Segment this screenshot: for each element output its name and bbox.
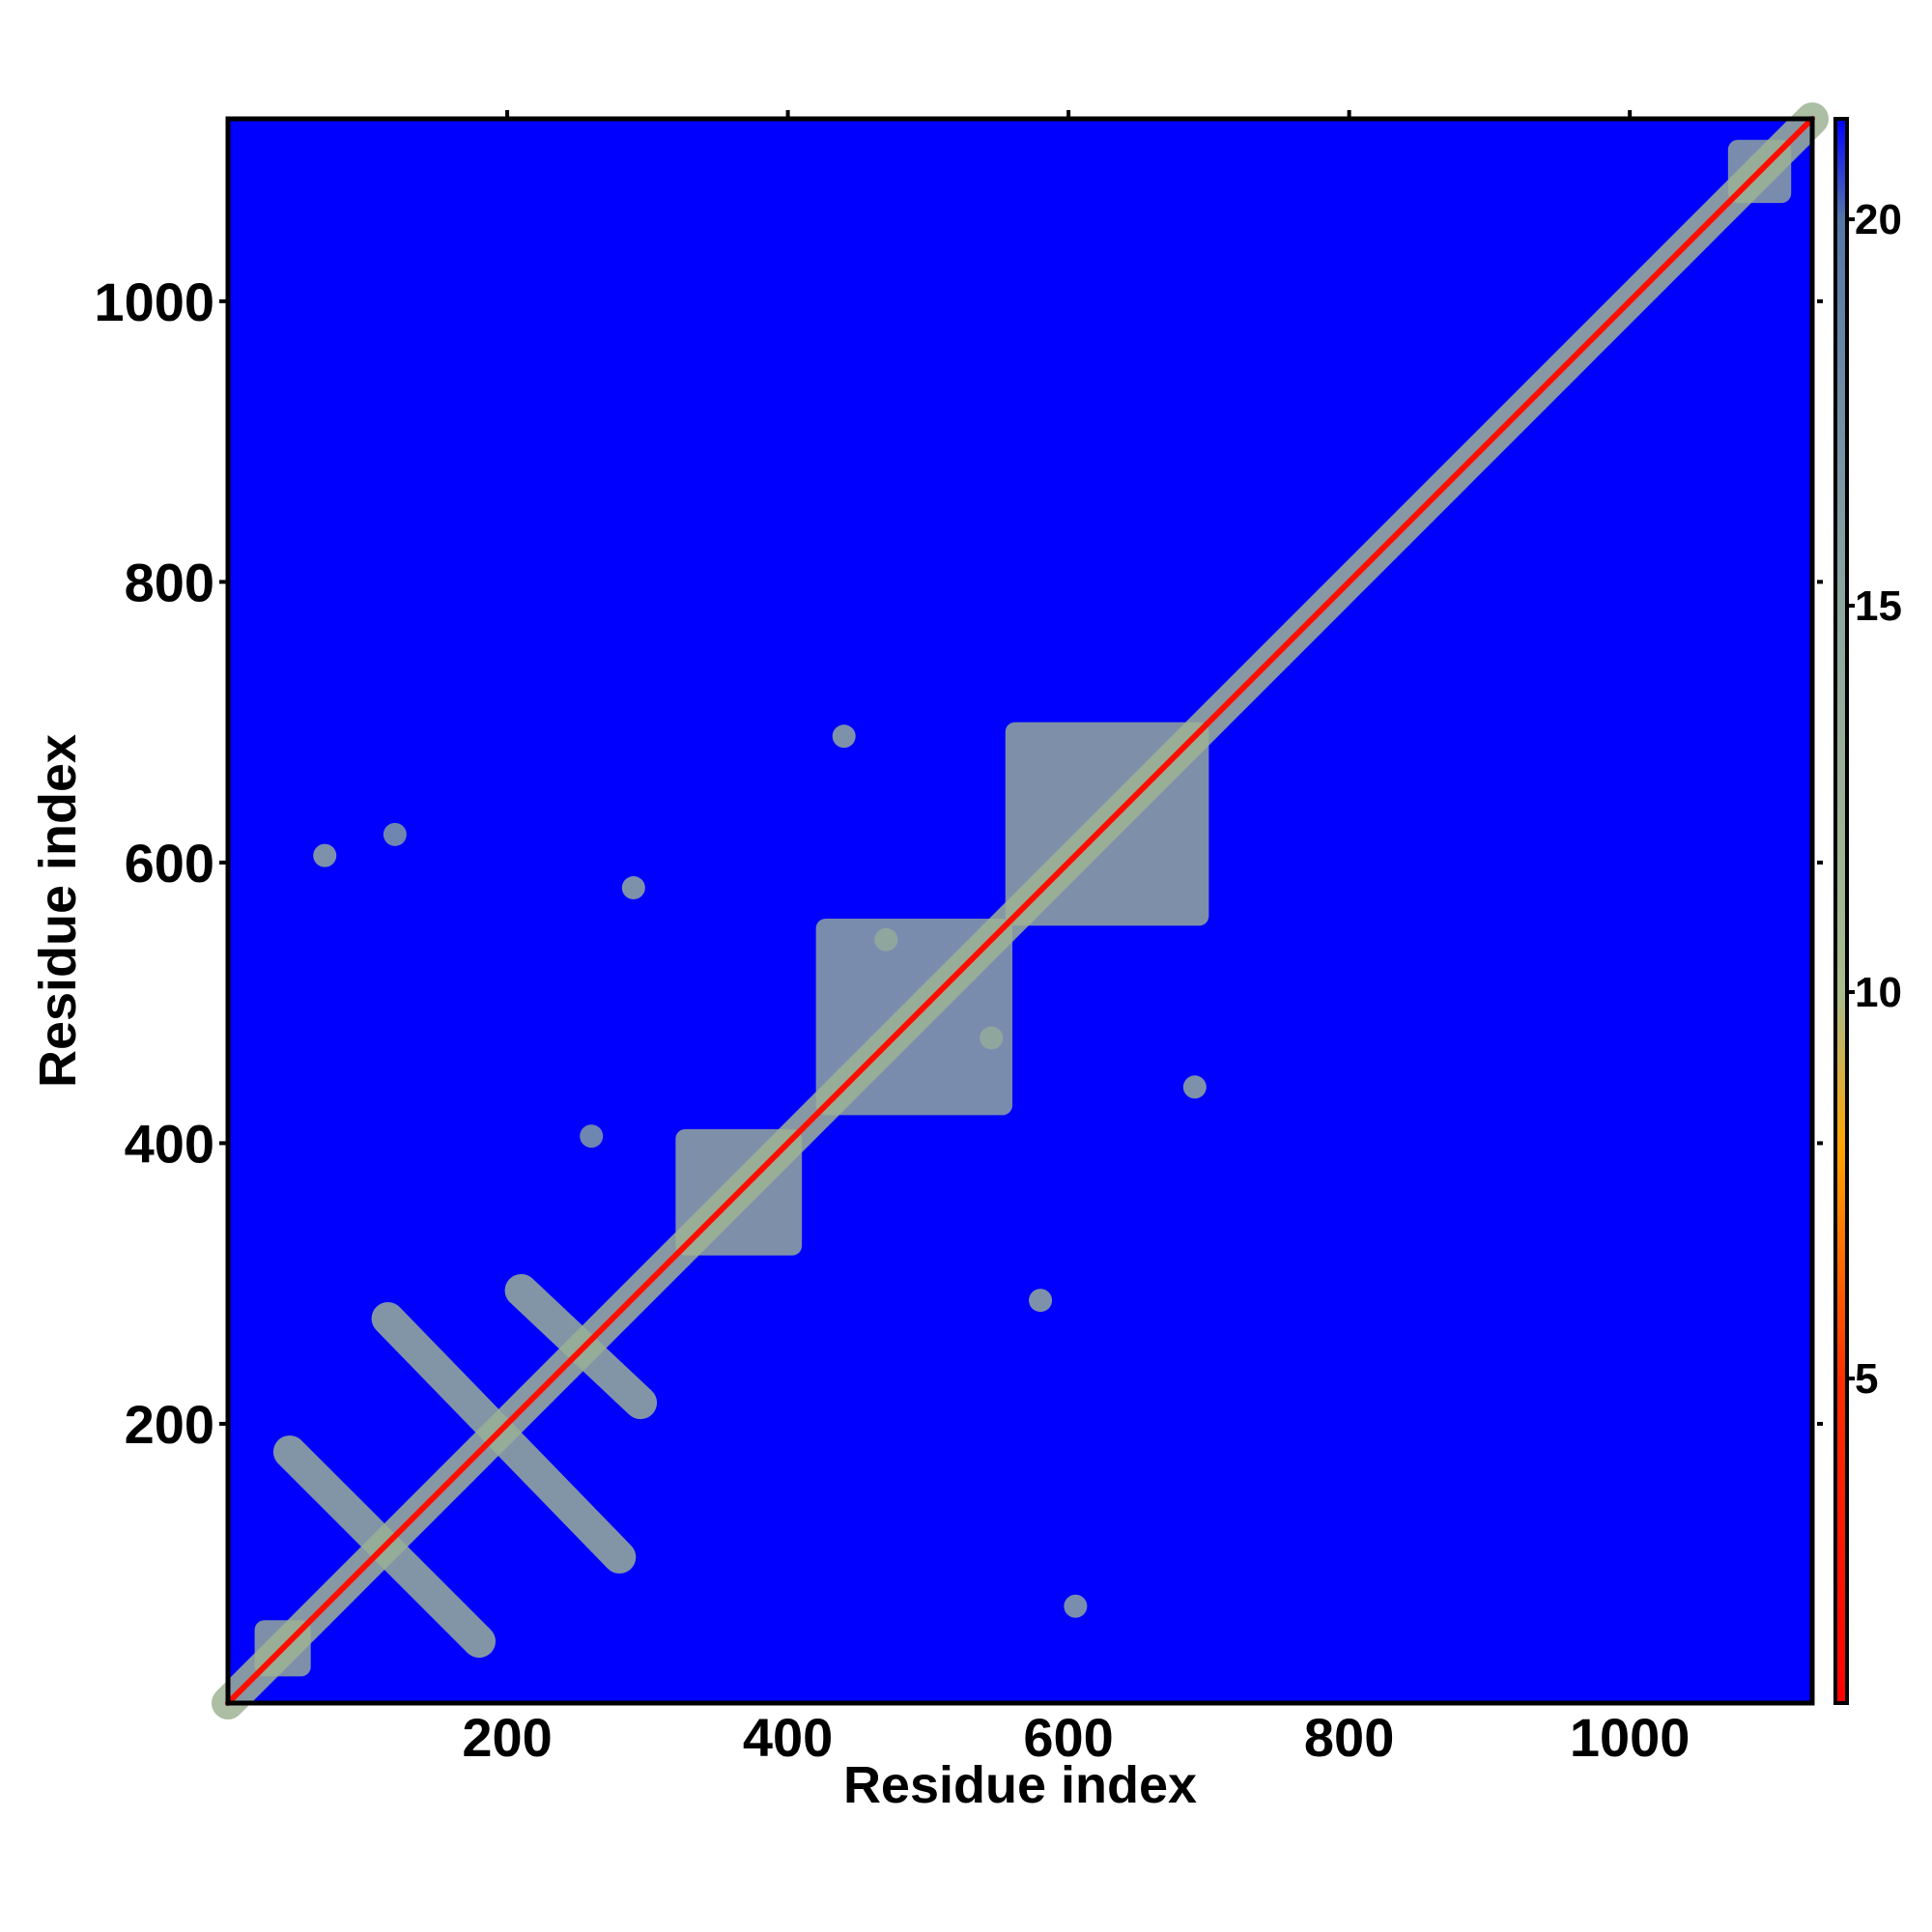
plot-frame bbox=[225, 116, 1815, 1706]
x-tick-label: 600 bbox=[1023, 1707, 1113, 1768]
x-axis-title: Residue index bbox=[843, 1756, 1197, 1814]
colorbar-tick-label: 15 bbox=[1855, 582, 1902, 630]
y-axis-title: Residue index bbox=[29, 734, 87, 1088]
x-tick-label: 200 bbox=[462, 1707, 552, 1768]
colorbar-tick-label: 10 bbox=[1855, 969, 1902, 1016]
y-tick-label: 1000 bbox=[94, 271, 214, 332]
contact-spot bbox=[313, 843, 337, 867]
contact-spot bbox=[1182, 1075, 1207, 1099]
x-tick-label: 400 bbox=[743, 1707, 833, 1768]
y-tick-label: 200 bbox=[125, 1394, 214, 1455]
contact-spot bbox=[383, 822, 407, 846]
contact-spot bbox=[874, 927, 898, 952]
contact-band bbox=[371, 1301, 637, 1574]
contact-spot bbox=[980, 1026, 1004, 1050]
contact-spot bbox=[832, 724, 856, 749]
contact-spot bbox=[621, 876, 645, 900]
x-tick-label: 1000 bbox=[1570, 1707, 1690, 1768]
y-tick-label: 400 bbox=[125, 1113, 214, 1174]
colorbar-tick-label: 20 bbox=[1855, 196, 1902, 243]
contact-spot bbox=[580, 1124, 604, 1149]
y-tick-label: 800 bbox=[125, 552, 214, 612]
x-tick-label: 800 bbox=[1304, 1707, 1394, 1768]
colorbar-tick-label: 5 bbox=[1855, 1355, 1878, 1403]
contact-spot bbox=[1064, 1594, 1088, 1618]
y-tick-label: 600 bbox=[125, 833, 214, 894]
contact-band bbox=[225, 116, 1815, 1706]
contact-spot bbox=[1029, 1289, 1053, 1313]
colorbar bbox=[1833, 117, 1849, 1705]
